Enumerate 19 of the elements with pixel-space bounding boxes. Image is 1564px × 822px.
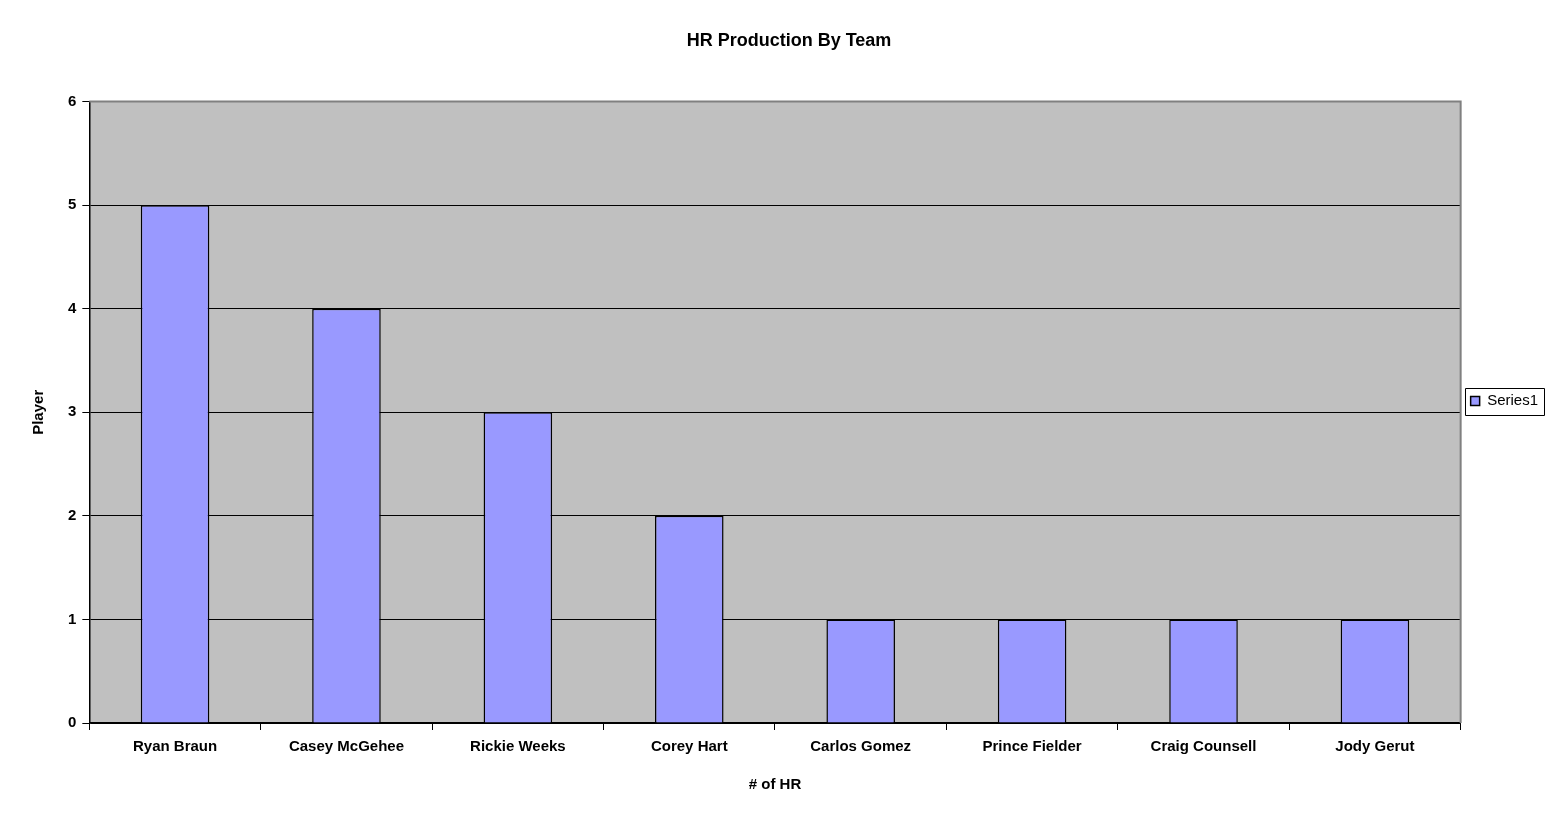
x-tick-label: Corey Hart xyxy=(650,737,728,755)
x-tick-label: Craig Counsell xyxy=(1150,737,1257,755)
y-tick-label: 3 xyxy=(68,402,77,420)
x-tick-label: Jody Gerut xyxy=(1335,737,1415,755)
y-tick-label: 6 xyxy=(68,91,77,109)
y-tick-label: 0 xyxy=(68,713,77,731)
x-tick-label: Casey McGehee xyxy=(288,737,404,755)
y-tick-label: 2 xyxy=(68,506,77,524)
x-axis-title: # of HR xyxy=(748,775,802,793)
x-tick-label: Ryan Braun xyxy=(132,737,218,755)
legend-label: Series1 xyxy=(1487,391,1538,409)
y-tick-label: 4 xyxy=(68,298,77,316)
y-tick-label: 5 xyxy=(68,195,77,213)
y-axis-title: Player xyxy=(29,389,47,435)
x-tick-label: Rickie Weeks xyxy=(470,737,566,755)
x-tick-label: Prince Fielder xyxy=(982,737,1082,755)
chart-title: HR Production By Team xyxy=(686,29,892,50)
x-tick-label: Carlos Gomez xyxy=(810,737,912,755)
y-tick-label: 1 xyxy=(68,609,77,627)
